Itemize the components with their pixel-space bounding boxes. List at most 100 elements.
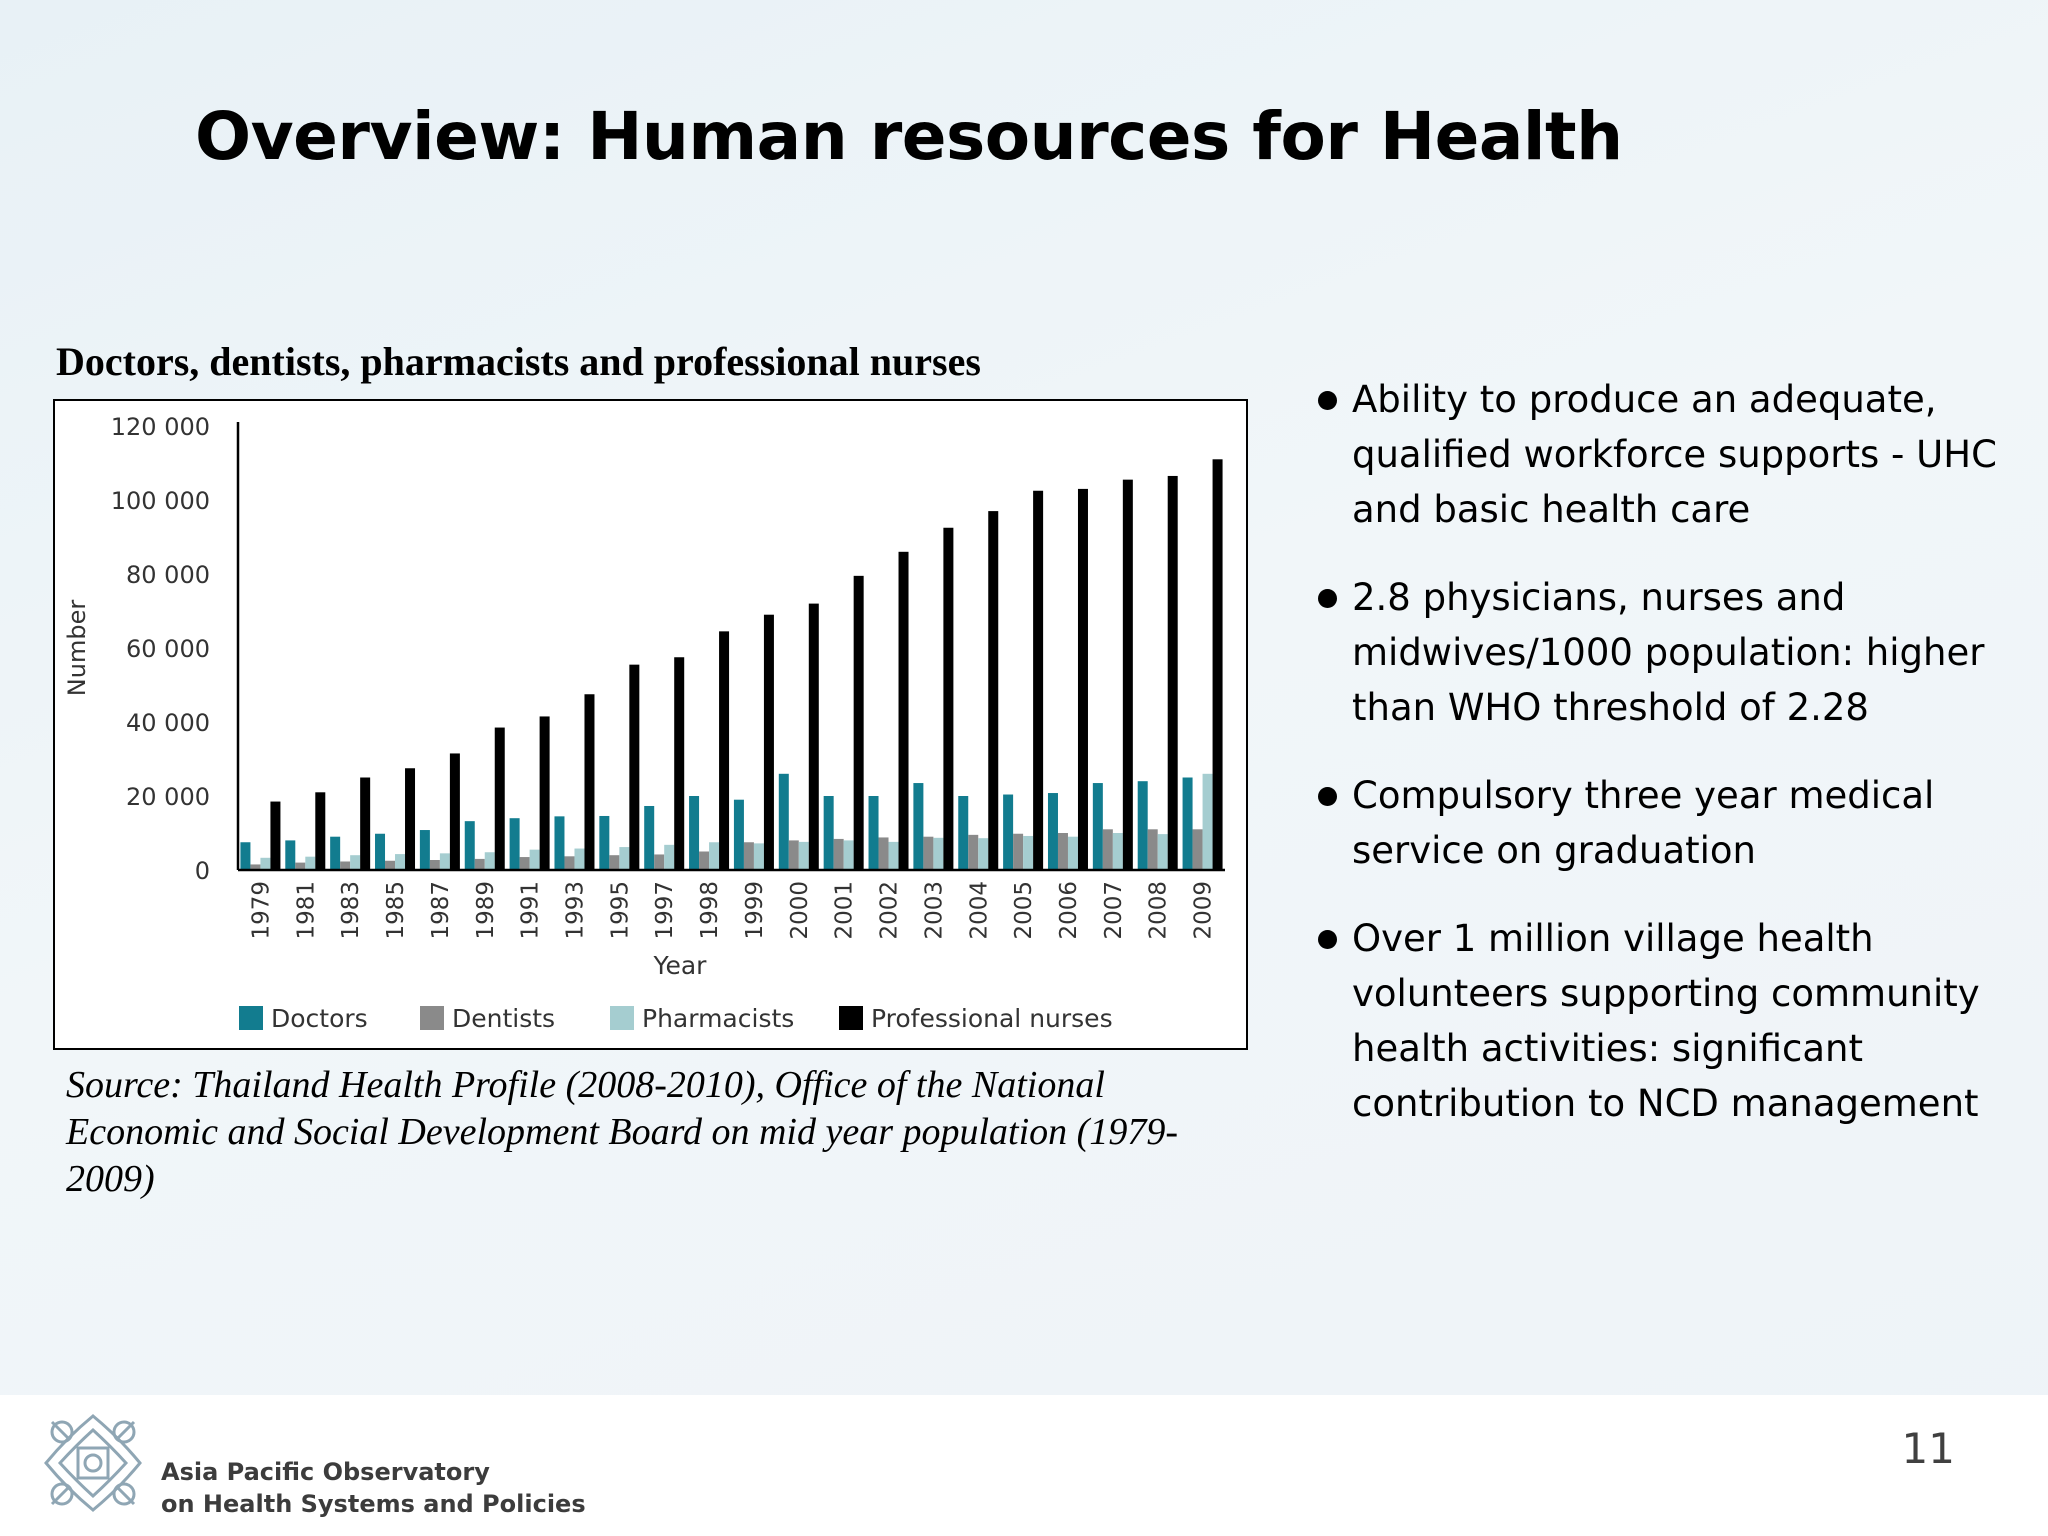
legend-label: Doctors	[271, 1004, 368, 1033]
y-tick-label: 60 000	[126, 635, 210, 663]
x-tick-label: 2003	[921, 881, 947, 940]
y-tick-label: 80 000	[126, 561, 210, 589]
x-tick-label: 1991	[518, 881, 544, 940]
observatory-logo-icon	[44, 1414, 142, 1512]
bar-professional-nurses	[674, 657, 685, 870]
bar-dentists	[654, 854, 665, 870]
bullet-dot-icon	[1318, 391, 1337, 410]
y-axis-label: Number	[63, 600, 91, 697]
bullet-text: Ability to produce an adequate, qualifie…	[1352, 378, 1997, 531]
bar-doctors	[375, 833, 386, 870]
chart-heading: Doctors, dentists, pharmacists and profe…	[56, 339, 981, 384]
x-tick-label: 2009	[1191, 881, 1217, 940]
bullet-item: Over 1 million village health volunteers…	[1318, 911, 2018, 1131]
bar-pharmacists	[1112, 833, 1123, 870]
bullet-item: 2.8 physicians, nurses and midwives/1000…	[1318, 570, 2018, 735]
bar-professional-nurses	[405, 768, 416, 870]
bar-professional-nurses	[270, 801, 281, 870]
bar-dentists	[788, 840, 799, 870]
bar-dentists	[743, 842, 754, 870]
x-tick-label: 2007	[1101, 881, 1127, 940]
bar-professional-nurses	[1212, 459, 1223, 870]
bullet-item: Ability to produce an adequate, qualifie…	[1318, 372, 2018, 537]
bar-pharmacists	[1202, 773, 1213, 870]
bar-doctors	[1092, 783, 1103, 870]
bullet-text: 2.8 physicians, nurses and midwives/1000…	[1352, 576, 1985, 729]
bar-dentists	[968, 834, 979, 870]
x-tick-label: 1997	[652, 881, 678, 940]
x-tick-label: 2005	[1011, 881, 1037, 940]
bar-dentists	[385, 860, 396, 870]
bar-professional-nurses	[449, 753, 460, 870]
bullet-list: Ability to produce an adequate, qualifie…	[1318, 372, 2018, 1164]
x-tick-label: 1981	[293, 881, 319, 940]
bar-doctors	[868, 796, 879, 870]
x-tick-label: 1998	[697, 881, 723, 940]
legend-label: Dentists	[452, 1004, 555, 1033]
bullet-dot-icon	[1318, 589, 1337, 608]
bar-dentists	[1102, 829, 1113, 870]
bar-dentists	[878, 837, 889, 870]
bar-pharmacists	[978, 838, 989, 870]
bar-pharmacists	[260, 857, 271, 870]
bar-doctors	[419, 830, 430, 870]
bullet-text: Compulsory three year medical service on…	[1352, 774, 1935, 872]
x-axis-label: Year	[653, 951, 708, 980]
bar-professional-nurses	[898, 551, 909, 870]
bar-dentists	[295, 862, 306, 870]
legend-swatch	[610, 1006, 634, 1030]
bullet-dot-icon	[1318, 787, 1337, 806]
legend-label: Pharmacists	[642, 1004, 794, 1033]
bar-doctors	[599, 815, 610, 870]
bar-professional-nurses	[808, 603, 819, 870]
bar-pharmacists	[1067, 836, 1078, 870]
y-tick-label: 40 000	[126, 709, 210, 737]
bar-pharmacists	[619, 847, 630, 870]
bar-doctors	[1047, 793, 1058, 870]
bar-dentists	[1057, 833, 1068, 870]
bar-professional-nurses	[584, 694, 595, 870]
bar-dentists	[340, 861, 351, 870]
x-tick-label: 2002	[877, 881, 903, 940]
bar-pharmacists	[574, 848, 585, 870]
bar-professional-nurses	[719, 631, 730, 870]
bar-doctors	[285, 840, 296, 870]
x-tick-label: 1989	[473, 881, 499, 940]
legend-swatch	[839, 1006, 863, 1030]
bar-pharmacists	[395, 854, 406, 870]
slide-title: Overview: Human resources for Health	[195, 98, 1623, 175]
y-tick-label: 120 000	[111, 413, 210, 441]
bar-pharmacists	[888, 841, 899, 870]
bar-pharmacists	[484, 852, 495, 870]
bar-professional-nurses	[360, 777, 371, 870]
bar-professional-nurses	[988, 511, 999, 870]
x-tick-label: 2000	[787, 881, 813, 940]
bar-pharmacists	[1023, 835, 1034, 870]
bar-pharmacists	[305, 856, 316, 870]
x-tick-label: 1979	[248, 881, 274, 940]
org-name-line2: on Health Systems and Policies	[161, 1490, 586, 1518]
bar-pharmacists	[1157, 834, 1168, 870]
x-tick-label: 1995	[607, 881, 633, 940]
x-tick-label: 2008	[1146, 881, 1172, 940]
x-tick-label: 1987	[428, 881, 454, 940]
bar-dentists	[1013, 833, 1024, 870]
bar-doctors	[778, 773, 789, 870]
bar-doctors	[240, 842, 251, 870]
bar-dentists	[833, 838, 844, 870]
bullet-dot-icon	[1318, 930, 1337, 949]
bar-professional-nurses	[943, 527, 954, 870]
footer-band	[0, 1395, 2048, 1536]
bar-dentists	[519, 857, 530, 870]
bar-dentists	[564, 856, 575, 870]
bar-chart: 0 20 000 40 000 60 000 80 000 100 000 120 000 N…	[63, 413, 1225, 1033]
bar-dentists	[250, 864, 261, 870]
bar-dentists	[1147, 829, 1158, 870]
legend-swatch	[239, 1006, 263, 1030]
bar-dentists	[474, 858, 485, 870]
bar-doctors	[913, 783, 924, 870]
bar-pharmacists	[664, 844, 675, 870]
bar-dentists	[923, 836, 934, 870]
bar-professional-nurses	[853, 575, 864, 870]
x-tick-label: 2001	[832, 881, 858, 940]
